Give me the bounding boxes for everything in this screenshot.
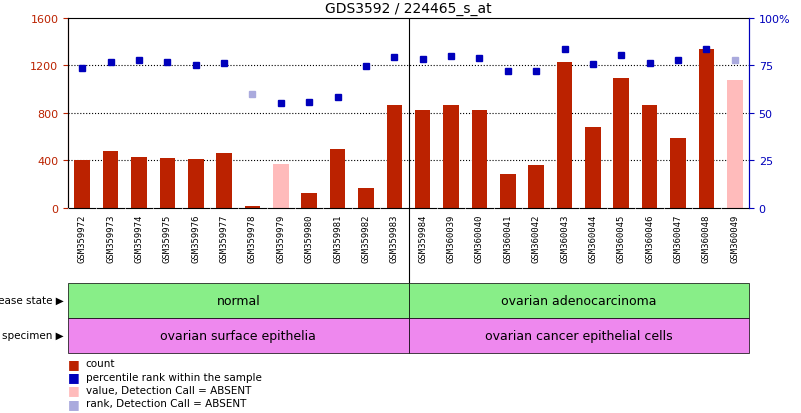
Bar — [727, 80, 743, 209]
Bar — [301, 193, 317, 209]
Text: GSM360042: GSM360042 — [532, 214, 541, 262]
Bar — [670, 138, 686, 209]
Bar — [330, 149, 345, 209]
Text: GSM360039: GSM360039 — [447, 214, 456, 262]
Bar — [188, 159, 203, 209]
Text: GSM360047: GSM360047 — [674, 214, 682, 262]
Text: GSM359976: GSM359976 — [191, 214, 200, 262]
Text: GSM359978: GSM359978 — [248, 214, 257, 262]
Bar — [472, 111, 487, 209]
Bar — [409, 283, 749, 318]
Text: GSM359972: GSM359972 — [78, 214, 87, 262]
Text: GSM360048: GSM360048 — [702, 214, 710, 262]
Text: ■: ■ — [68, 396, 80, 410]
Text: GSM360046: GSM360046 — [645, 214, 654, 262]
Bar — [216, 154, 232, 209]
Text: ■: ■ — [68, 357, 80, 370]
Text: ■: ■ — [68, 383, 80, 396]
Bar — [698, 50, 714, 209]
Bar — [443, 105, 459, 209]
Text: GSM359983: GSM359983 — [390, 214, 399, 262]
Bar — [642, 105, 658, 209]
Text: GSM359975: GSM359975 — [163, 214, 172, 262]
Text: value, Detection Call = ABSENT: value, Detection Call = ABSENT — [86, 385, 251, 395]
Bar — [529, 166, 544, 209]
Bar — [103, 152, 119, 209]
Text: specimen ▶: specimen ▶ — [2, 330, 64, 341]
Text: disease state ▶: disease state ▶ — [0, 295, 64, 306]
Bar — [409, 318, 749, 353]
Text: GSM360043: GSM360043 — [560, 214, 569, 262]
Text: ovarian cancer epithelial cells: ovarian cancer epithelial cells — [485, 329, 673, 342]
Bar — [415, 111, 430, 209]
Text: GSM360041: GSM360041 — [503, 214, 513, 262]
Text: ■: ■ — [68, 370, 80, 383]
Text: GSM359973: GSM359973 — [107, 214, 115, 262]
Bar — [68, 283, 409, 318]
Text: ovarian surface epithelia: ovarian surface epithelia — [160, 329, 316, 342]
Bar — [131, 157, 147, 209]
Bar — [159, 159, 175, 209]
Text: ovarian adenocarcinoma: ovarian adenocarcinoma — [501, 294, 657, 307]
Bar — [74, 161, 90, 209]
Text: GSM359982: GSM359982 — [361, 214, 370, 262]
Text: GSM360044: GSM360044 — [589, 214, 598, 262]
Bar — [273, 165, 288, 209]
Text: GSM359980: GSM359980 — [304, 214, 314, 262]
Bar — [585, 128, 601, 209]
Text: GSM359977: GSM359977 — [219, 214, 228, 262]
Text: GSM360049: GSM360049 — [731, 214, 739, 262]
Bar — [387, 105, 402, 209]
Text: rank, Detection Call = ABSENT: rank, Detection Call = ABSENT — [86, 398, 246, 408]
Text: percentile rank within the sample: percentile rank within the sample — [86, 372, 262, 382]
Text: GSM359981: GSM359981 — [333, 214, 342, 262]
Bar — [614, 79, 629, 209]
Bar — [68, 318, 409, 353]
Text: GSM359984: GSM359984 — [418, 214, 427, 262]
Text: GSM359974: GSM359974 — [135, 214, 143, 262]
Text: GSM359979: GSM359979 — [276, 214, 285, 262]
Text: normal: normal — [216, 294, 260, 307]
Bar — [500, 174, 516, 209]
Bar — [358, 188, 374, 209]
Bar — [244, 207, 260, 209]
Bar — [557, 62, 573, 209]
Text: GSM360040: GSM360040 — [475, 214, 484, 262]
Text: count: count — [86, 358, 115, 368]
Text: GSM360045: GSM360045 — [617, 214, 626, 262]
Title: GDS3592 / 224465_s_at: GDS3592 / 224465_s_at — [325, 2, 492, 16]
